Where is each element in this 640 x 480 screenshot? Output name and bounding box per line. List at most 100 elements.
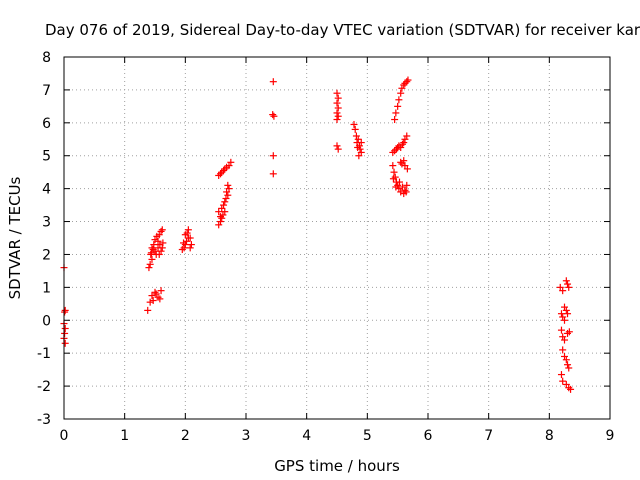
data-point xyxy=(333,116,341,124)
data-point xyxy=(395,178,403,186)
data-point xyxy=(269,78,277,86)
data-point xyxy=(354,144,362,151)
data-point xyxy=(186,244,194,252)
data-point xyxy=(392,109,400,117)
data-point xyxy=(557,310,565,318)
data-point xyxy=(184,226,192,234)
data-point xyxy=(61,306,69,314)
data-point xyxy=(399,183,407,191)
data-point xyxy=(564,310,572,318)
data-point xyxy=(151,288,159,296)
data-point xyxy=(565,283,573,291)
data-point xyxy=(402,188,410,196)
data-point xyxy=(186,234,194,242)
data-point xyxy=(559,346,567,354)
data-point xyxy=(333,89,341,97)
data-point xyxy=(150,241,158,249)
data-point xyxy=(557,326,565,334)
data-point xyxy=(146,298,154,306)
data-point xyxy=(180,244,188,252)
data-point xyxy=(403,181,411,189)
data-point xyxy=(187,241,195,249)
data-point xyxy=(180,239,188,247)
data-point xyxy=(357,139,365,147)
y-tick-label: 5 xyxy=(42,149,51,165)
chart-title: Day 076 of 2019, Sidereal Day-to-day VTE… xyxy=(45,21,640,39)
x-tick-label: 0 xyxy=(60,428,69,444)
data-point xyxy=(183,229,191,237)
data-point xyxy=(333,142,341,150)
x-tick-label: 7 xyxy=(484,428,493,444)
data-point xyxy=(562,277,570,285)
x-axis-label: GPS time / hours xyxy=(274,457,400,475)
data-point xyxy=(397,89,405,97)
axis-ticks: 0 1 2 3 4 5 6 7 8 9 -3 -2 -1 0 1 2 3 4 5 6 7 8 xyxy=(37,50,614,444)
data-point xyxy=(269,170,277,178)
data-point xyxy=(354,135,362,143)
data-point xyxy=(403,78,411,86)
y-tick-label: 2 xyxy=(42,247,51,263)
data-point xyxy=(61,339,69,347)
y-tick-label: 1 xyxy=(42,280,51,296)
data-point xyxy=(403,132,411,140)
data-point xyxy=(146,260,154,268)
data-point xyxy=(224,181,232,189)
data-point xyxy=(153,232,161,240)
data-point xyxy=(333,109,341,117)
data-point xyxy=(220,201,228,209)
data-point xyxy=(158,244,166,252)
data-point xyxy=(152,290,160,298)
y-tick-label: 6 xyxy=(42,116,51,132)
x-tick-label: 9 xyxy=(606,428,615,444)
y-tick-label: 0 xyxy=(42,313,51,329)
y-tick-label: 7 xyxy=(42,83,51,99)
x-tick-label: 4 xyxy=(302,428,311,444)
plot-frame xyxy=(63,56,611,420)
data-point xyxy=(565,328,573,336)
data-point xyxy=(149,297,157,305)
data-point xyxy=(403,165,411,173)
data-point xyxy=(557,371,565,379)
data-point xyxy=(158,226,166,234)
x-tick-label: 6 xyxy=(424,428,433,444)
data-point xyxy=(224,191,232,199)
data-point xyxy=(217,170,225,178)
data-point xyxy=(391,116,399,124)
data-point xyxy=(392,183,400,191)
data-point xyxy=(159,239,167,247)
data-point xyxy=(389,175,397,183)
data-point xyxy=(559,377,567,385)
data-point xyxy=(562,306,570,314)
data-point xyxy=(334,145,342,153)
data-point xyxy=(220,167,228,175)
data-point xyxy=(334,94,342,102)
x-tick-label: 5 xyxy=(363,428,372,444)
data-point xyxy=(148,255,156,263)
data-point xyxy=(389,162,397,170)
y-tick-label: 4 xyxy=(42,182,51,198)
data-points xyxy=(60,76,575,393)
data-point xyxy=(400,139,408,147)
x-tick-label: 2 xyxy=(181,428,190,444)
data-point xyxy=(399,140,407,148)
data-point xyxy=(355,152,363,160)
data-point xyxy=(404,76,412,84)
data-point xyxy=(269,111,277,119)
data-point xyxy=(397,158,405,166)
data-point xyxy=(221,198,229,206)
data-point xyxy=(567,385,575,393)
data-point xyxy=(334,112,342,120)
data-point xyxy=(147,249,155,257)
data-point xyxy=(215,208,223,216)
data-point xyxy=(269,152,277,160)
data-point xyxy=(395,96,403,104)
data-point xyxy=(270,112,278,120)
data-point xyxy=(564,280,572,288)
data-point xyxy=(157,287,165,295)
y-tick-label: 3 xyxy=(42,215,51,231)
data-point xyxy=(561,316,568,324)
data-point xyxy=(155,250,163,258)
data-point xyxy=(218,214,226,222)
data-point xyxy=(217,213,225,221)
